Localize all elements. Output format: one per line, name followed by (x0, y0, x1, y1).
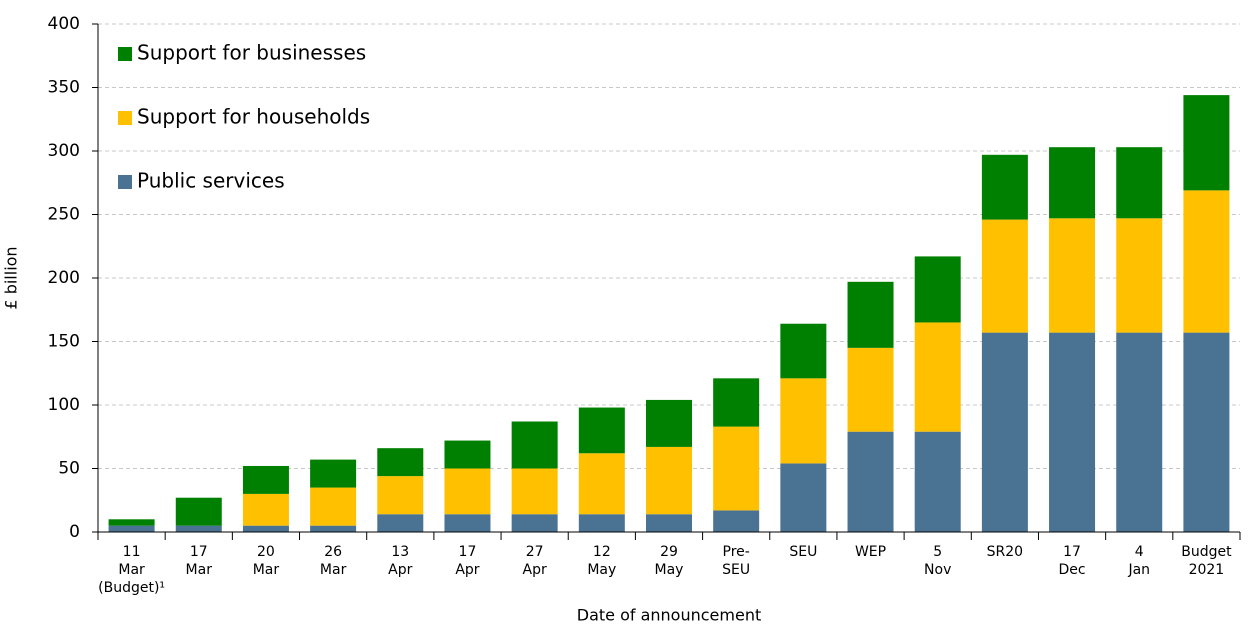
y-tick-label: 0 (69, 522, 80, 542)
bar-segment (847, 347, 894, 432)
x-tick-label: 17 Dec (1059, 544, 1086, 578)
bar-segment (511, 468, 558, 515)
bar-segment (646, 399, 692, 447)
bar-segment (242, 525, 289, 532)
bar-segment (1049, 218, 1096, 333)
bar-segment (713, 378, 760, 427)
bar-segment (310, 487, 357, 526)
x-tick-label: 20 Mar (253, 544, 280, 578)
bar-segment (1049, 332, 1096, 532)
bar-segment (444, 440, 491, 469)
x-tick-label: Budget 2021 (1181, 544, 1232, 578)
bar-segment (108, 525, 155, 532)
bar-segment (981, 219, 1028, 333)
x-tick-label: SR20 (987, 544, 1023, 560)
bar-segment (578, 514, 625, 532)
bar-segment (981, 332, 1028, 532)
bar-segment (1116, 147, 1163, 219)
bar-segment (310, 459, 357, 488)
legend-label: Support for households (137, 105, 370, 129)
x-tick-label: 17 Mar (186, 544, 213, 578)
bar-segment (1183, 332, 1230, 532)
bar-segment (108, 519, 155, 526)
x-tick-label: 27 Apr (523, 544, 547, 578)
bar-segment (1183, 95, 1230, 191)
bar-segment (1183, 190, 1230, 333)
y-tick-label: 350 (48, 78, 80, 98)
bar-segment (578, 453, 625, 515)
x-tick-label: 13 Apr (388, 544, 412, 578)
x-tick-label: 5 Nov (924, 544, 951, 578)
legend-swatch (118, 175, 132, 189)
bar-segment (511, 421, 558, 469)
bar-segment (981, 154, 1028, 220)
bar-segment (914, 431, 961, 532)
bar-segment (444, 468, 491, 515)
y-tick-label: 300 (48, 141, 80, 161)
x-tick-label: WEP (855, 544, 886, 560)
y-tick-label: 100 (48, 395, 80, 415)
bar-segment (1116, 218, 1163, 333)
y-axis-title: £ billion (2, 246, 21, 309)
bar-segment (377, 476, 424, 515)
x-tick-label: 4 Jan (1127, 544, 1150, 578)
bar-segment (847, 281, 894, 348)
bar-segment (914, 322, 961, 432)
bar-segment (377, 514, 424, 532)
bar-segment (511, 514, 558, 532)
bar-segment (310, 525, 357, 532)
bar-segment (713, 426, 760, 511)
legend-label: Support for businesses (137, 41, 366, 65)
legend-label: Public services (137, 169, 285, 193)
bar-segment (780, 463, 827, 532)
bar-segment (780, 323, 827, 379)
x-tick-label: 17 Apr (455, 544, 479, 578)
y-tick-label: 200 (48, 268, 80, 288)
x-axis-title: Date of announcement (577, 606, 761, 625)
y-tick-label: 50 (58, 459, 80, 479)
bar-segment (1116, 332, 1163, 532)
bar-segment (713, 510, 760, 532)
x-tick-label: Pre-SEU (722, 544, 750, 578)
bar-segment (242, 465, 289, 494)
bar-segment (444, 514, 491, 532)
bar-segment (780, 378, 827, 464)
bar-segment (914, 256, 961, 323)
legend-swatch (118, 47, 132, 61)
bar-segment (175, 497, 222, 526)
y-tick-label: 250 (48, 205, 80, 225)
bar-segment (847, 431, 894, 532)
x-tick-label: 26 Mar (320, 544, 347, 578)
x-tick-label: 12 May (587, 544, 616, 578)
x-tick-label: 11 Mar (Budget)¹ (98, 544, 165, 596)
bar-segment (175, 525, 222, 532)
bar-segment (646, 514, 692, 532)
legend-swatch (118, 111, 132, 125)
y-tick-label: 400 (48, 14, 80, 34)
x-tick-label: SEU (789, 544, 817, 560)
x-tick-label: 29 May (655, 544, 684, 578)
bar-segment (646, 446, 692, 515)
y-tick-label: 150 (48, 332, 80, 352)
bar-segment (377, 448, 424, 477)
bar-segment (578, 407, 625, 454)
bar-segment (1049, 147, 1096, 219)
bar-segment (242, 493, 289, 526)
